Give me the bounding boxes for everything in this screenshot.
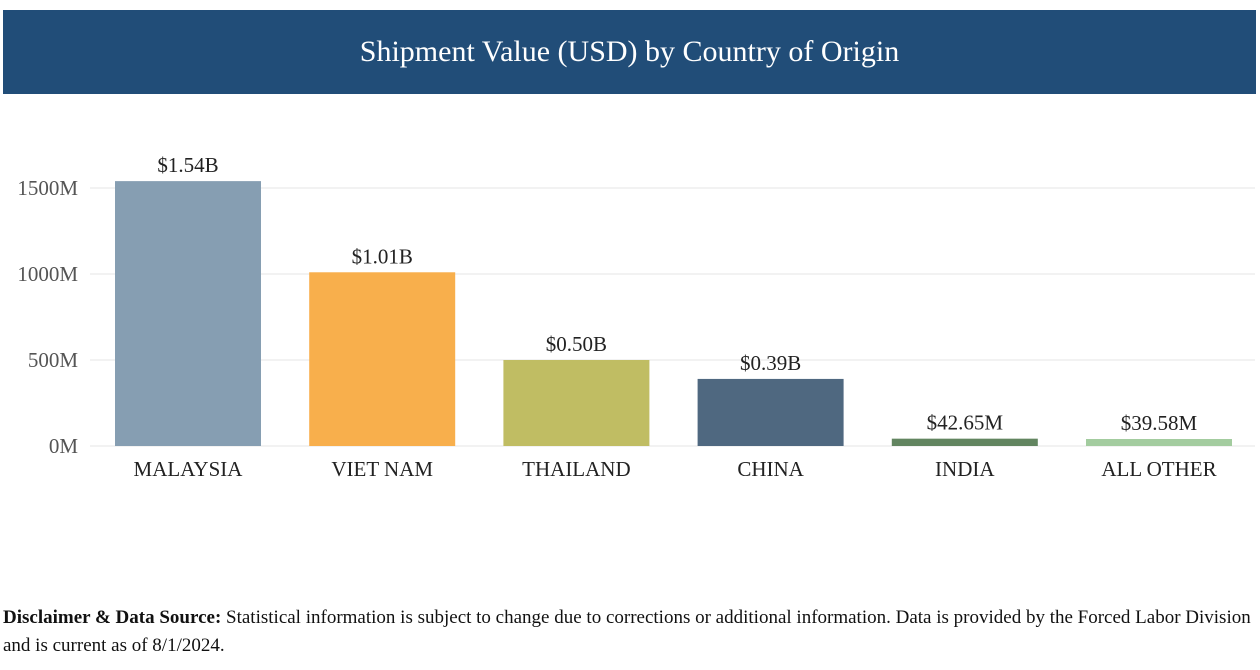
- data-label: $0.39B: [740, 351, 801, 375]
- x-tick-label: CHINA: [737, 457, 804, 481]
- disclaimer: Disclaimer & Data Source: Statistical in…: [3, 604, 1253, 660]
- disclaimer-label: Disclaimer & Data Source:: [3, 607, 222, 628]
- x-tick-label: MALAYSIA: [134, 457, 244, 481]
- chart-title: Shipment Value (USD) by Country of Origi…: [359, 35, 900, 68]
- data-label: $39.58M: [1121, 411, 1198, 435]
- data-label: $1.01B: [352, 244, 413, 268]
- y-tick-label: 500M: [28, 348, 79, 372]
- x-tick-label: INDIA: [935, 457, 995, 481]
- bars: [115, 181, 1232, 446]
- x-tick-label: ALL OTHER: [1101, 457, 1216, 481]
- x-tick-label: VIET NAM: [331, 457, 433, 481]
- data-label: $1.54B: [157, 153, 218, 177]
- data-label: $0.50B: [546, 332, 607, 356]
- y-tick-label: 0M: [49, 434, 79, 458]
- bar-chart: 0M 500M 1000M 1500M $1.54B $1.01B $0.50B $0.39…: [17, 153, 1255, 481]
- disclaimer-text: Statistical information is subject to ch…: [3, 607, 1251, 656]
- bar-thailand[interactable]: [503, 360, 650, 446]
- data-label: $42.65M: [927, 411, 1004, 435]
- bar-china[interactable]: [697, 378, 844, 446]
- bar-india[interactable]: [891, 438, 1038, 446]
- y-tick-label: 1000M: [17, 262, 78, 286]
- bar-viet-nam[interactable]: [309, 272, 456, 446]
- chart-header: Shipment Value (USD) by Country of Origi…: [3, 10, 1256, 94]
- y-axis: 0M 500M 1000M 1500M: [17, 176, 78, 458]
- x-tick-label: THAILAND: [522, 457, 630, 481]
- bar-malaysia[interactable]: [115, 181, 261, 446]
- y-tick-label: 1500M: [17, 176, 78, 200]
- data-labels: $1.54B $1.01B $0.50B $0.39B $42.65M $39.58M: [157, 153, 1197, 435]
- x-axis: MALAYSIA VIET NAM THAILAND CHINA INDIA ALL OT…: [134, 457, 1217, 481]
- bar-all-other[interactable]: [1086, 439, 1232, 446]
- grid-lines: [90, 187, 1255, 447]
